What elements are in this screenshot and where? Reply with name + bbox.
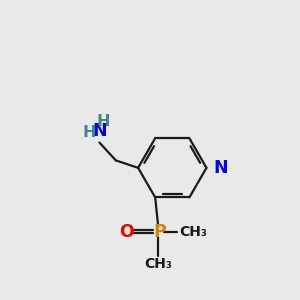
Text: H: H [82, 124, 95, 140]
Text: CH₃: CH₃ [179, 225, 207, 238]
Text: N: N [213, 159, 228, 177]
Text: N: N [93, 122, 107, 140]
Text: O: O [119, 223, 134, 241]
Text: H: H [96, 114, 110, 129]
Text: P: P [153, 223, 166, 241]
Text: CH₃: CH₃ [144, 257, 172, 272]
